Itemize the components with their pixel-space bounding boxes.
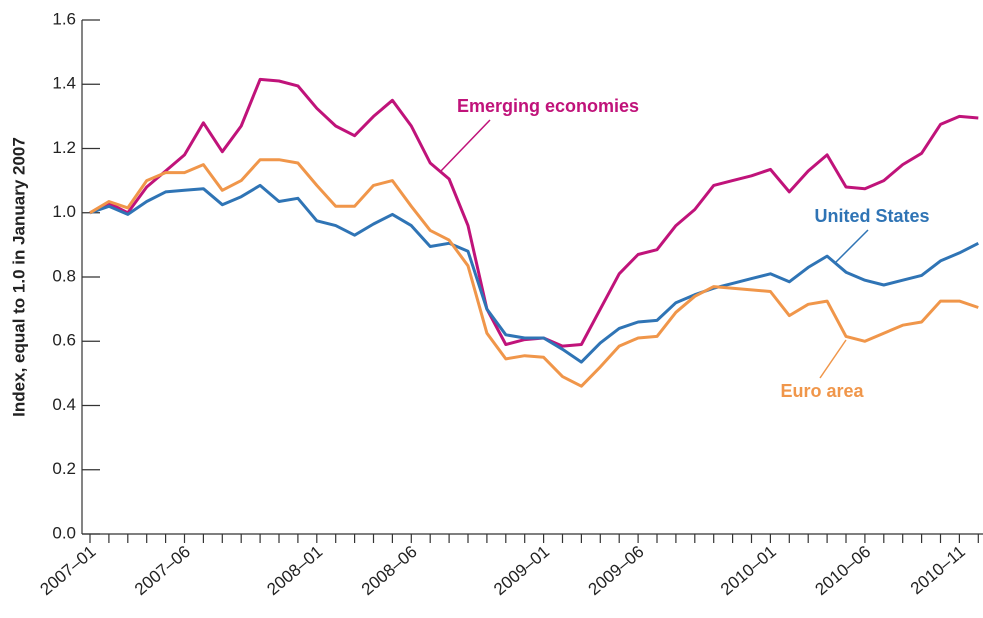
y-tick-label: 1.6 [52, 9, 76, 28]
series-label: Euro area [780, 381, 864, 401]
y-tick-label: 0.6 [52, 331, 76, 350]
series-label: Emerging economies [457, 96, 639, 116]
x-tick-label: 2009–06 [585, 542, 648, 599]
y-tick-label: 0.0 [52, 523, 76, 542]
y-tick-label: 0.2 [52, 459, 76, 478]
x-tick-label: 2010–01 [717, 542, 780, 599]
series-line [89, 158, 979, 388]
leader-line [835, 229, 869, 263]
x-tick-label: 2008–01 [263, 542, 326, 599]
y-tick-label: 1.4 [52, 74, 76, 93]
y-tick-label: 1.0 [52, 202, 76, 221]
series-label: United States [814, 206, 929, 226]
y-tick-label: 0.8 [52, 266, 76, 285]
x-tick-label: 2009–01 [490, 542, 553, 599]
y-tick-label: 0.4 [52, 395, 76, 414]
x-tick-label: 2010–11 [907, 542, 969, 598]
series-line [89, 183, 979, 364]
leader-line [439, 119, 491, 173]
y-tick-label: 1.2 [52, 138, 76, 157]
y-axis-label: Index, equal to 1.0 in January 2007 [9, 137, 28, 417]
x-tick-label: 2007–06 [131, 542, 194, 599]
x-tick-label: 2010–06 [811, 542, 874, 599]
leader-line [819, 339, 847, 379]
x-tick-label: 2008–06 [358, 542, 421, 599]
x-tick-label: 2007–01 [37, 542, 100, 599]
